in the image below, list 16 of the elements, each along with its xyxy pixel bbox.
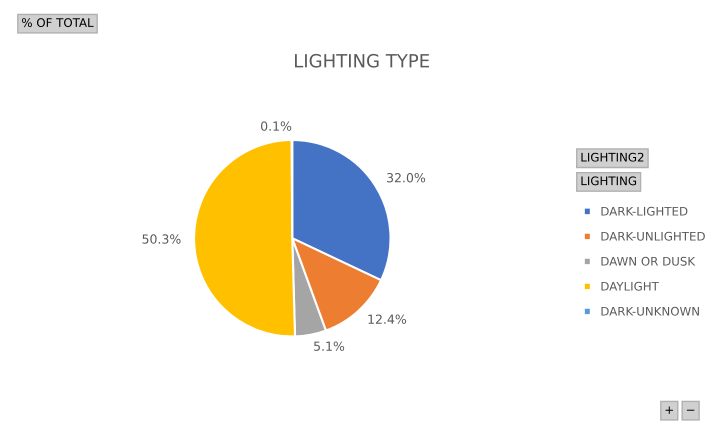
text: % OF TOTAL <box>22 18 94 28</box>
text: + <box>666 406 673 414</box>
text: LIGHTING <box>581 176 636 186</box>
data-label: 0.1% <box>260 121 292 131</box>
legend-label: DAYLIGHT <box>601 282 659 291</box>
data-label: 50.3% <box>142 234 181 244</box>
text: − <box>686 410 694 411</box>
legend-label: DARK-LIGHTED <box>601 206 688 216</box>
text: LIGHTING2 <box>581 152 644 162</box>
data-label: 12.4% <box>368 314 406 324</box>
data-label: 32.0% <box>387 172 426 182</box>
legend-label: DARK-UNLIGHTED <box>601 232 705 241</box>
legend-label: DAWN OR DUSK <box>601 256 696 266</box>
legend-label: DARK-UNKNOWN <box>601 306 699 316</box>
chart-title: LIGHTING TYPE <box>295 54 429 68</box>
data-label: 5.1% <box>314 341 344 351</box>
